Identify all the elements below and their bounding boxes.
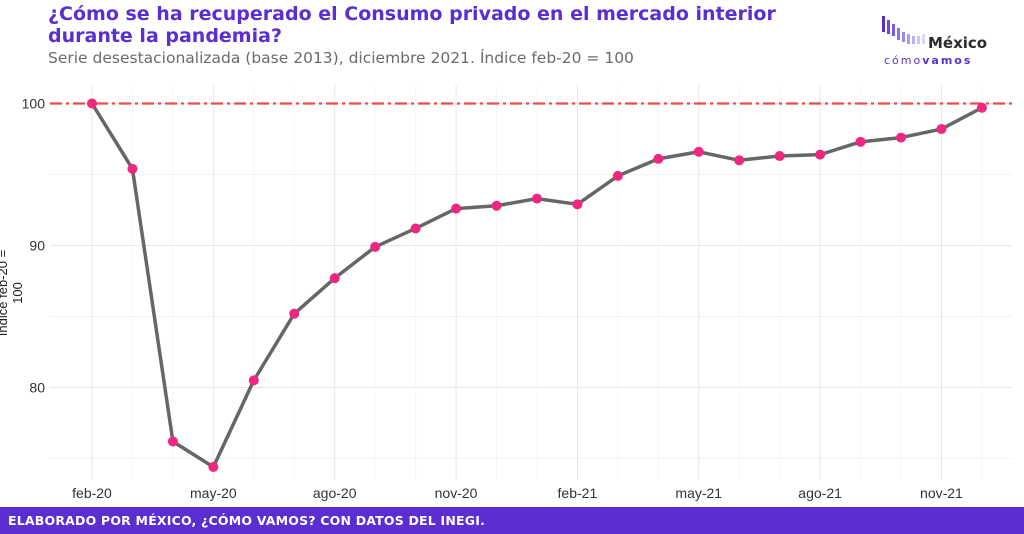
data-point	[653, 153, 664, 164]
x-tick-label: feb-21	[558, 485, 598, 501]
y-axis-label: Índice feb-20 = 100	[0, 250, 25, 337]
data-point	[410, 223, 421, 234]
logo-tagline-light: cómo	[884, 54, 923, 67]
data-point	[693, 146, 704, 157]
data-point	[451, 203, 462, 214]
data-point	[815, 149, 826, 160]
y-tick-label: 100	[22, 96, 46, 112]
data-point	[289, 308, 300, 319]
footer-banner: ELABORADO POR MÉXICO, ¿CÓMO VAMOS? CON D…	[0, 507, 1024, 534]
x-tick-label: nov-20	[435, 485, 478, 501]
data-point	[976, 102, 987, 113]
data-point	[208, 462, 219, 473]
x-tick-label: nov-21	[920, 485, 963, 501]
data-point	[531, 193, 542, 204]
x-tick-label: feb-20	[72, 485, 112, 501]
y-tick-label: 80	[29, 380, 45, 396]
x-tick-label: may-21	[675, 485, 722, 501]
footer-text: ELABORADO POR MÉXICO, ¿CÓMO VAMOS? CON D…	[8, 513, 486, 528]
x-tick-label: ago-21	[798, 485, 842, 501]
data-point	[896, 132, 906, 143]
logo-bars-icon	[882, 16, 925, 44]
data-point	[936, 124, 947, 135]
x-tick-label: may-20	[190, 485, 237, 501]
data-point	[612, 170, 623, 181]
y-tick-label: 90	[29, 238, 45, 254]
line-chart: 80 90 100 feb-20 may-20 ago-20 nov-20 feb-21 may…	[22, 85, 1012, 501]
data-point	[329, 273, 340, 284]
logo-tagline: cómovamos	[884, 54, 972, 67]
data-point	[127, 163, 138, 174]
data-point	[248, 375, 259, 386]
data-point	[87, 98, 97, 109]
data-point	[734, 155, 745, 166]
data-point	[855, 136, 866, 147]
logo-tagline-bold: vamos	[922, 54, 973, 67]
data-point	[167, 436, 178, 447]
chart-subtitle: Serie desestacionalizada (base 2013), di…	[48, 49, 634, 67]
data-point	[370, 241, 381, 252]
data-point	[774, 151, 785, 162]
data-point	[572, 199, 583, 210]
data-point	[491, 200, 502, 211]
chart-title: ¿Cómo se ha recuperado el Consumo privad…	[48, 3, 776, 47]
mexico-como-vamos-logo: México cómovamos	[880, 14, 1010, 74]
x-tick-label: ago-20	[313, 485, 357, 501]
logo-word: México	[928, 34, 988, 52]
